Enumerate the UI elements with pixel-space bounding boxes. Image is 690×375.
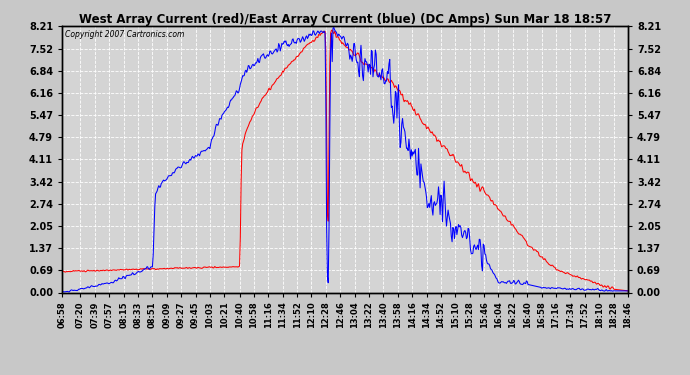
- Text: Copyright 2007 Cartronics.com: Copyright 2007 Cartronics.com: [65, 30, 184, 39]
- Text: West Array Current (red)/East Array Current (blue) (DC Amps) Sun Mar 18 18:57: West Array Current (red)/East Array Curr…: [79, 13, 611, 26]
